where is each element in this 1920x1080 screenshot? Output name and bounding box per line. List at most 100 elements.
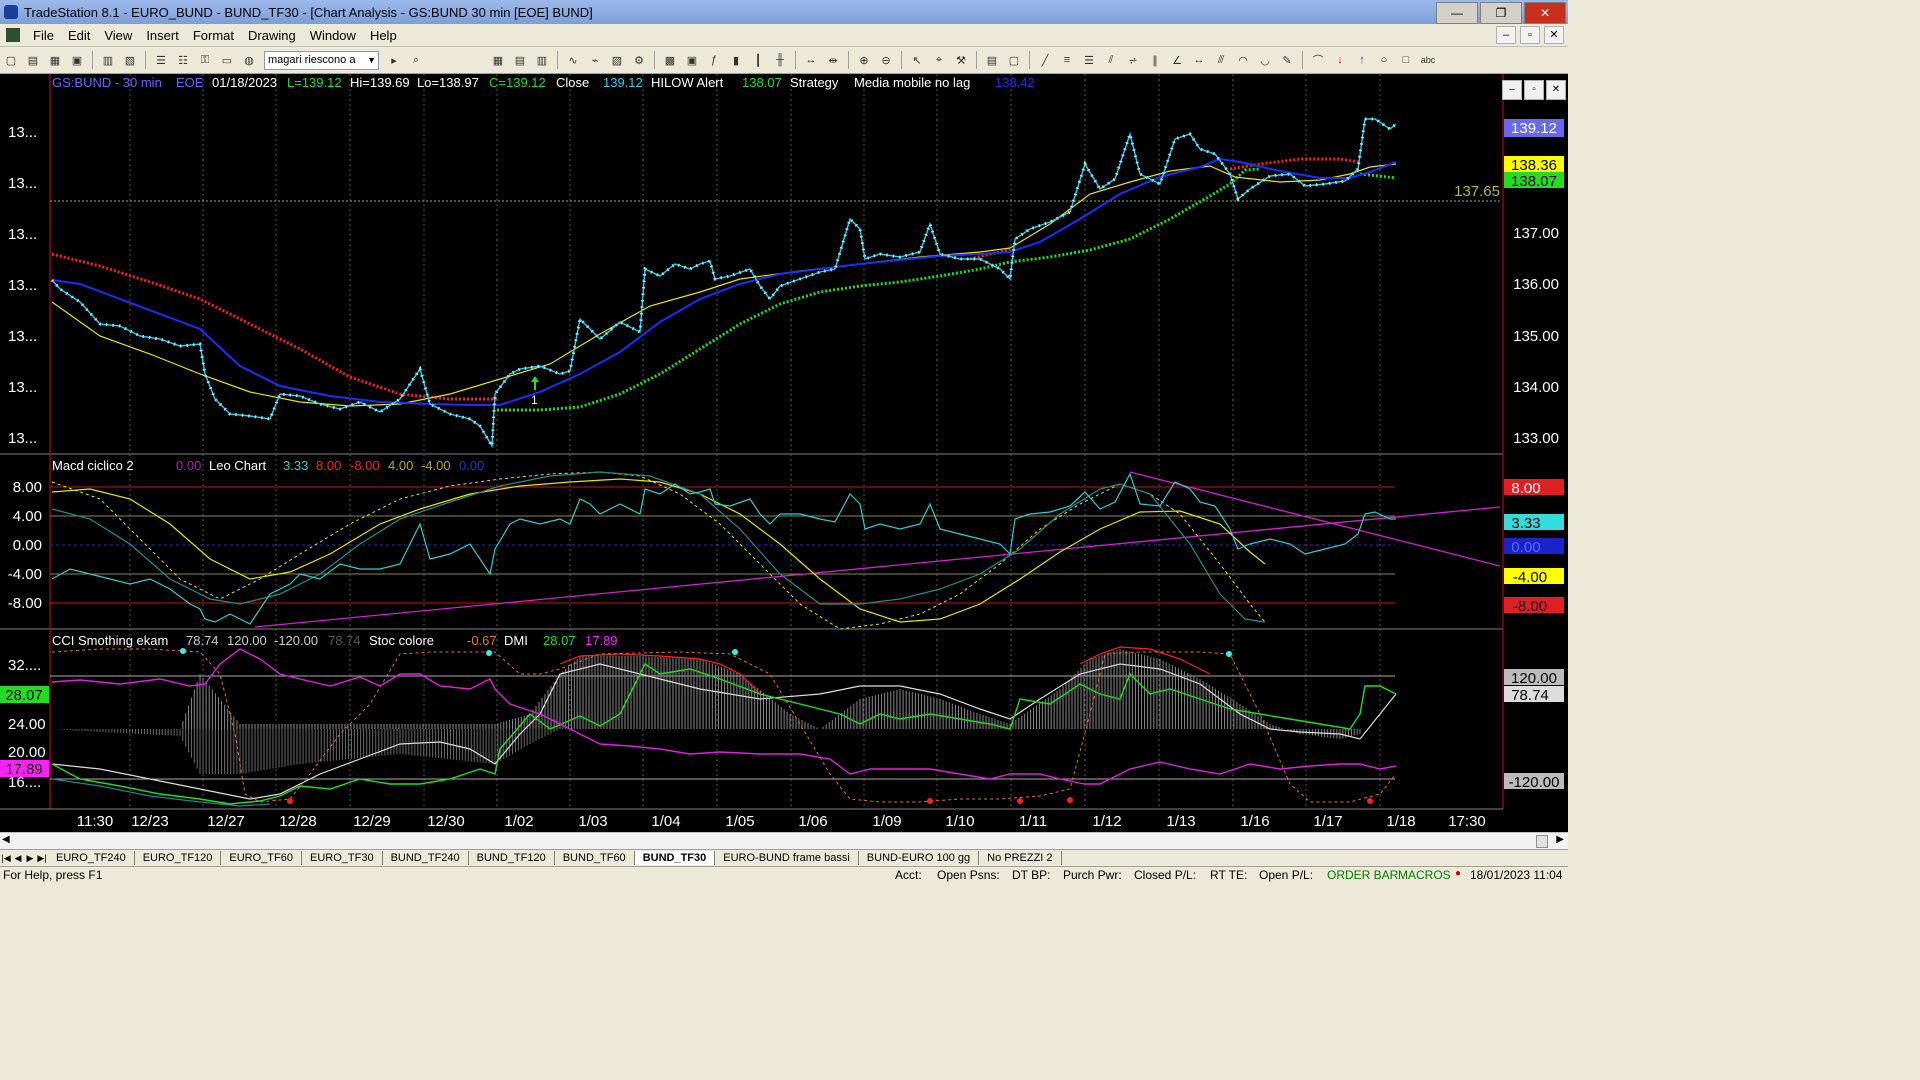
minimize-button[interactable]: — bbox=[1436, 2, 1478, 24]
chart-analysis-window[interactable]: 13... 13... 13... 13... 13... 13... 13... 137.… bbox=[0, 74, 1568, 844]
save-icon[interactable]: ▦ bbox=[49, 54, 61, 67]
menu-format[interactable]: Format bbox=[192, 27, 234, 43]
tab-first-icon[interactable]: |◀ bbox=[1, 852, 11, 863]
mdi-close-button[interactable]: ✕ bbox=[1544, 26, 1564, 44]
wrench-icon[interactable]: ⚒ bbox=[956, 54, 966, 67]
arrow-down-icon[interactable]: ↓ bbox=[1337, 54, 1343, 66]
menu-file[interactable]: File bbox=[33, 27, 54, 43]
text-icon[interactable]: abc bbox=[1420, 55, 1436, 65]
format-chart-icon[interactable]: ▩ bbox=[664, 54, 676, 67]
scroll-thumb[interactable] bbox=[1536, 835, 1548, 848]
window-list-icon[interactable]: ☰ bbox=[156, 54, 166, 67]
chart-restore-button[interactable]: ▫ bbox=[1524, 80, 1544, 100]
macd-trendline-up[interactable] bbox=[254, 506, 1501, 628]
print-icon[interactable]: ▥ bbox=[102, 54, 114, 67]
new-window-icon[interactable]: ▣ bbox=[71, 54, 83, 67]
play-icon[interactable]: ▸ bbox=[391, 54, 397, 67]
table-icon[interactable]: ▥ bbox=[536, 54, 548, 67]
candle-icon[interactable]: ╫ bbox=[776, 54, 784, 66]
time-axis[interactable]: 11:30 12/23 12/27 12/28 12/29 12/30 1/02 1/03 1/… bbox=[77, 813, 1486, 830]
settings-icon[interactable]: ⚙ bbox=[634, 54, 644, 67]
chart-horizontal-scrollbar[interactable]: ◀ ▶ bbox=[0, 832, 1568, 849]
chart-icon[interactable]: ∿ bbox=[568, 54, 578, 67]
channel-icon[interactable]: ⫽ bbox=[1108, 53, 1114, 66]
tab-euro-bund-frame-bassi[interactable]: EURO-BUND frame bassi bbox=[715, 851, 859, 865]
status-order-bar[interactable]: ORDER BAR bbox=[1327, 868, 1399, 882]
arrow-lr-icon[interactable]: ↔ bbox=[1193, 54, 1205, 66]
tab-bund-tf120[interactable]: BUND_TF120 bbox=[469, 851, 555, 865]
tab-bund-tf30[interactable]: BUND_TF30 bbox=[634, 851, 716, 865]
window-layout-icon[interactable]: ☷ bbox=[178, 54, 188, 67]
tab-euro-tf240[interactable]: EURO_TF240 bbox=[48, 851, 135, 865]
new-icon[interactable]: ▢ bbox=[5, 54, 17, 67]
order-bar-icon[interactable]: ▤ bbox=[986, 54, 998, 67]
print-preview-icon[interactable]: ▧ bbox=[124, 54, 136, 67]
mdi-restore-button[interactable]: ▫ bbox=[1520, 26, 1540, 44]
menu-window[interactable]: Window bbox=[309, 27, 356, 43]
status-macros[interactable]: MACROS bbox=[1398, 868, 1451, 882]
folder-icon[interactable]: ▭ bbox=[221, 54, 233, 67]
horizontal-line-icon[interactable]: ≡ bbox=[1063, 54, 1071, 66]
bar-type-icon[interactable]: ┃ bbox=[754, 54, 762, 67]
lock-icon[interactable]: ⚿ bbox=[200, 53, 210, 66]
scroll-right-icon[interactable]: ▶ bbox=[1556, 834, 1564, 845]
menu-help[interactable]: Help bbox=[369, 27, 397, 43]
tab-bund-tf240[interactable]: BUND_TF240 bbox=[383, 851, 469, 865]
tab-bund-euro-100-gg[interactable]: BUND-EURO 100 gg bbox=[859, 851, 980, 865]
arc-icon[interactable]: ◠ bbox=[1238, 54, 1248, 67]
tab-euro-tf30[interactable]: EURO_TF30 bbox=[302, 851, 383, 865]
close-button[interactable]: ✕ bbox=[1524, 2, 1566, 24]
fib-arc-icon[interactable]: ◡ bbox=[1260, 54, 1270, 67]
tab-bund-tf60[interactable]: BUND_TF60 bbox=[555, 851, 635, 865]
ellipse-icon[interactable]: ○ bbox=[1380, 54, 1388, 66]
curve-icon[interactable]: ⌒ bbox=[1312, 55, 1324, 67]
parallel-lines-icon[interactable]: ⫻ bbox=[1217, 53, 1225, 66]
lines-icon[interactable]: ☰ bbox=[1084, 54, 1094, 67]
tab-euro-tf120[interactable]: EURO_TF120 bbox=[135, 851, 222, 865]
tab-next-icon[interactable]: ▶ bbox=[26, 852, 34, 863]
radar-icon[interactable]: ⌁ bbox=[591, 54, 599, 67]
snapshot-icon[interactable]: ▢ bbox=[1008, 54, 1020, 67]
interval-icon[interactable]: ↔ bbox=[805, 54, 817, 66]
rectangle-icon[interactable]: □ bbox=[1402, 54, 1410, 66]
bar-chart-icon[interactable]: ▮ bbox=[732, 54, 740, 67]
chart-close-button[interactable]: ✕ bbox=[1546, 80, 1566, 100]
macd-panel[interactable]: 8.00 4.00 0.00 -4.00 -8.00 bbox=[8, 471, 1501, 630]
tab-prev-icon[interactable]: ◀ bbox=[14, 852, 22, 863]
pointer-icon[interactable]: ↖ bbox=[912, 54, 922, 67]
trendline-icon[interactable]: ╱ bbox=[1041, 54, 1049, 67]
vertical-lines-icon[interactable]: ∥ bbox=[1152, 54, 1158, 67]
tab-no-prezzi-2[interactable]: No PREZZI 2 bbox=[979, 851, 1062, 865]
pen-icon[interactable]: ✎ bbox=[1282, 54, 1292, 67]
restore-button[interactable]: ❐ bbox=[1480, 2, 1522, 24]
tab-euro-tf60[interactable]: EURO_TF60 bbox=[221, 851, 302, 865]
zoom-out-icon[interactable]: ⊖ bbox=[881, 54, 891, 67]
calculator-icon[interactable]: ▦ bbox=[492, 54, 504, 67]
chart-minimize-button[interactable]: – bbox=[1502, 80, 1522, 100]
menu-view[interactable]: View bbox=[104, 27, 133, 43]
zoom-in-icon[interactable]: ⊕ bbox=[859, 54, 869, 67]
format-symbol-icon[interactable]: ▣ bbox=[686, 54, 698, 67]
space-icon[interactable]: ⇹ bbox=[828, 54, 838, 67]
globe-icon[interactable]: ◍ bbox=[244, 54, 254, 67]
chart-canvas[interactable]: 13... 13... 13... 13... 13... 13... 13... 137.… bbox=[0, 74, 1568, 834]
menu-drawing[interactable]: Drawing bbox=[248, 27, 296, 43]
menu-insert[interactable]: Insert bbox=[146, 27, 179, 43]
binoculars-icon[interactable]: ⌕ bbox=[412, 53, 420, 66]
insert-indicator-icon[interactable]: ƒ bbox=[710, 54, 718, 66]
macd-trendline-down[interactable] bbox=[1129, 471, 1501, 567]
data-tips-icon[interactable]: ⌖ bbox=[935, 53, 943, 66]
open-icon[interactable]: ▤ bbox=[27, 54, 39, 67]
arrow-up-icon[interactable]: ↑ bbox=[1359, 54, 1365, 66]
fibonacci-icon[interactable]: ⩫ bbox=[1128, 54, 1138, 67]
scroll-left-icon[interactable]: ◀ bbox=[2, 834, 10, 845]
price-panel[interactable]: 13... 13... 13... 13... 13... 13... 13... 137.… bbox=[8, 117, 1559, 451]
menu-edit[interactable]: Edit bbox=[67, 27, 91, 43]
cci-panel[interactable]: 32.... 24.00 20.00 16.... bbox=[8, 646, 1397, 807]
gann-fan-icon[interactable]: ∠ bbox=[1172, 54, 1182, 67]
mdi-minimize-button[interactable]: – bbox=[1496, 26, 1516, 44]
chart-window-icon[interactable] bbox=[6, 28, 20, 42]
workspace-combo[interactable]: magari riescono a ▼ bbox=[264, 50, 379, 70]
tab-last-icon[interactable]: ▶| bbox=[37, 852, 47, 863]
quote-board-icon[interactable]: ▤ bbox=[514, 54, 526, 67]
